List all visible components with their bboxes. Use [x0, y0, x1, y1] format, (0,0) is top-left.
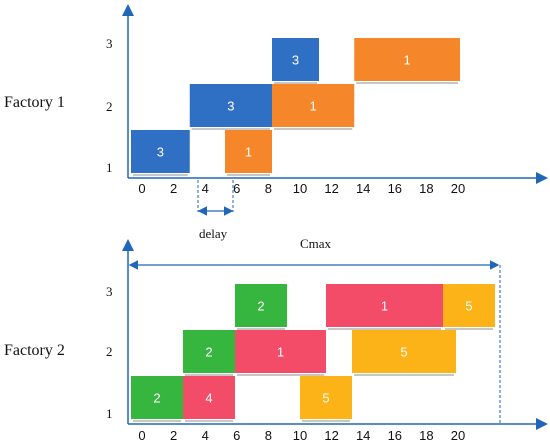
x-tick-label: 8: [265, 181, 272, 196]
job-block: [272, 38, 319, 81]
factory2-x-ticks: 0 2 4 6 8 10 12 14 16 18 20: [138, 428, 465, 443]
job-block: [235, 330, 326, 373]
factory2-y-ticks: 1 2 3: [106, 284, 113, 421]
job-block-label: 5: [400, 345, 407, 360]
factory1-panel: Factory 1 123 0 2 4 6 8 10 12 14 16 18 20 3 13 13 1 d…: [4, 4, 548, 241]
factory2-panel: Factory 2 123 0 2 4 6 8 10 12 14 16 18 20 2 4 52 1 52 1…: [4, 236, 548, 443]
job-block-label: 1: [310, 99, 317, 114]
job-block: [131, 376, 183, 419]
delay-annotation: delay: [197, 180, 234, 241]
y-tick-label: 2: [106, 344, 113, 359]
job-block: [183, 330, 235, 373]
job-block: [326, 284, 443, 327]
x-tick-label: 0: [138, 428, 145, 443]
job-block-label: 3: [227, 99, 234, 114]
job-block-label: 3: [157, 145, 164, 160]
x-tick-label: 20: [451, 428, 465, 443]
factory1-y-ticks: 1 2 3: [106, 36, 113, 175]
x-tick-label: 18: [419, 428, 433, 443]
job-block: [354, 38, 460, 81]
job-block: [131, 130, 190, 173]
x-tick-label: 2: [170, 181, 177, 196]
job-block-label: 1: [404, 53, 411, 68]
x-tick-label: 14: [356, 428, 370, 443]
x-tick-label: 8: [265, 428, 272, 443]
factory1-label: Factory 1: [4, 94, 65, 111]
job-block-label: 4: [205, 391, 212, 406]
x-tick-label: 10: [293, 181, 307, 196]
job-block-label: 2: [153, 391, 160, 406]
x-tick-label: 4: [202, 428, 209, 443]
x-tick-label: 18: [419, 181, 433, 196]
job-block-label: 1: [245, 145, 252, 160]
job-block: [300, 376, 352, 419]
x-tick-label: 4: [202, 181, 209, 196]
y-tick-label: 1: [106, 160, 113, 175]
job-block-label: 2: [257, 299, 264, 314]
cmax-annotation: Cmax: [128, 236, 501, 424]
y-tick-label: 2: [106, 99, 113, 114]
x-tick-label: 14: [356, 181, 370, 196]
job-block: [225, 130, 272, 173]
factory2-blocks: 2 4 5 2 1 5 2 1 5: [131, 284, 495, 422]
job-block-label: 3: [292, 53, 299, 68]
job-block-label: 2: [205, 345, 212, 360]
x-tick-label: 16: [388, 181, 402, 196]
y-tick-label: 1: [106, 406, 113, 421]
x-tick-label: 0: [138, 181, 145, 196]
delay-label: delay: [199, 226, 228, 241]
factory2-label: Factory 2: [4, 342, 65, 359]
job-block: [235, 284, 287, 327]
job-block: [189, 84, 272, 127]
job-block-label: 5: [322, 391, 329, 406]
y-tick-label: 3: [106, 36, 113, 51]
cmax-label: Cmax: [300, 236, 332, 251]
factory1-blocks: 3 1 3 1 3 1: [131, 38, 460, 176]
x-tick-label: 2: [170, 428, 177, 443]
job-block-label: 1: [277, 345, 284, 360]
job-block: [272, 84, 355, 127]
x-tick-label: 12: [324, 428, 338, 443]
job-block: [352, 330, 456, 373]
x-tick-label: 20: [451, 181, 465, 196]
job-block-label: 5: [465, 299, 472, 314]
factory1-x-ticks: 0 2 4 6 8 10 12 14 16 18 20: [138, 181, 465, 196]
job-block: [183, 376, 235, 419]
x-tick-label: 6: [233, 181, 240, 196]
y-tick-label: 3: [106, 284, 113, 299]
x-tick-label: 16: [388, 428, 402, 443]
x-tick-label: 12: [324, 181, 338, 196]
x-tick-label: 6: [233, 428, 240, 443]
x-tick-label: 10: [293, 428, 307, 443]
job-block-label: 1: [381, 299, 388, 314]
job-block: [443, 284, 495, 327]
